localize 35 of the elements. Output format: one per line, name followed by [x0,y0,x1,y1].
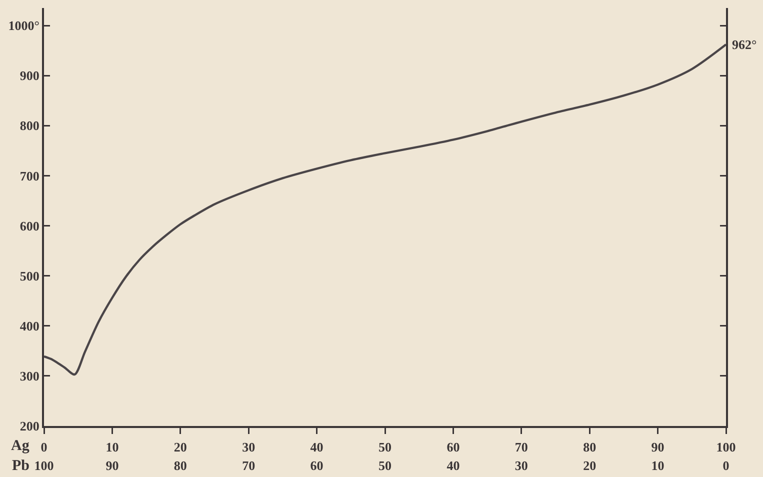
line-series [44,43,726,376]
x-tick-label: 70 [514,440,528,455]
x-tick-label: 10 [106,440,119,455]
x2-tick-label: 20 [583,458,596,473]
x2-tick-label: 80 [174,458,187,473]
x2-tick-label: 70 [242,458,256,473]
x2-tick-label: 0 [722,458,730,473]
x2-tick-label: 60 [310,458,324,473]
y-tick-label: 800 [20,118,40,134]
x2-tick-label: 30 [514,458,528,473]
x-axis-title: Ag [11,438,30,454]
x2-tick-label: 10 [651,458,664,473]
x-tick-label: 50 [378,440,392,455]
y-tick-label: 900 [20,68,40,84]
x-tick-label: 100 [716,440,736,455]
x-tick-label: 30 [242,440,256,455]
y-tick-label: 600 [20,218,40,234]
y-tick-label: 300 [20,368,40,384]
x-tick-label: 0 [40,440,48,455]
x-tick-label: 60 [446,440,460,455]
x2-tick-label: 90 [106,458,119,473]
x-tick-label: 20 [174,440,187,455]
y-tick-label: 400 [20,318,40,334]
x2-tick-label: 100 [34,458,54,473]
x-tick-label: 40 [310,440,324,455]
x2-tick-label: 40 [446,458,460,473]
y-tick-label: 500 [20,268,40,284]
x-tick-label: 80 [583,440,596,455]
y-tick-label: 200 [20,418,40,434]
x-tick-label: 90 [651,440,664,455]
y-tick-label: 1000° [8,18,40,34]
x2-tick-label: 50 [378,458,392,473]
annotation: 962° [732,37,757,52]
y-tick-label: 700 [20,168,40,184]
x2-axis-title: Pb [12,458,30,474]
